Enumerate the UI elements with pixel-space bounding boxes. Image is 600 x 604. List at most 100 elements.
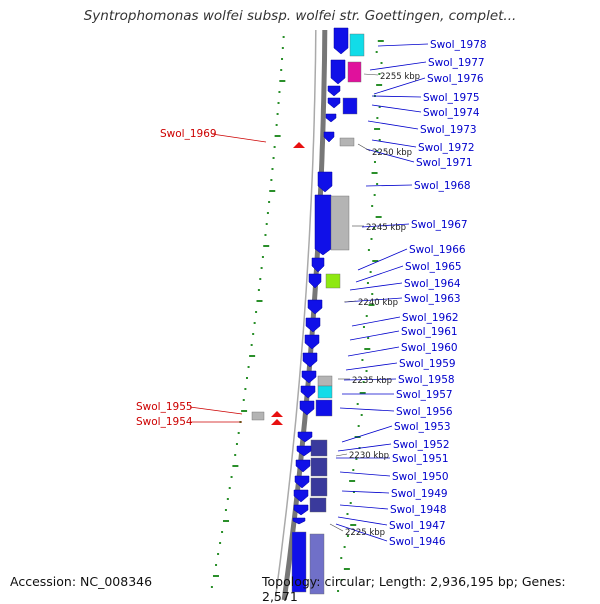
label-leader: [351, 316, 401, 327]
gc-dot: [273, 146, 276, 148]
label-leader: [211, 133, 267, 143]
gc-dot: [232, 465, 239, 467]
highlight-gene: [271, 419, 283, 425]
gene-label[interactable]: Swol_1973: [420, 124, 477, 136]
gc-dot: [242, 399, 245, 401]
gc-dot: [365, 370, 368, 372]
gc-dot: [343, 546, 346, 548]
gene-track: [251, 27, 365, 595]
gc-dot: [367, 337, 370, 339]
gc-dot: [255, 311, 258, 313]
gc-dot: [264, 234, 267, 236]
label-leader: [339, 471, 391, 477]
gc-dot: [217, 553, 220, 555]
gc-dot: [376, 117, 379, 119]
gene-label[interactable]: Swol_1976: [427, 73, 484, 85]
gc-dot: [237, 432, 240, 434]
gc-dot: [373, 161, 376, 163]
gc-dot: [378, 106, 381, 108]
gc-dot: [269, 190, 276, 192]
gene-label-highlight[interactable]: Swol_1954: [136, 416, 193, 428]
gc-dot: [270, 179, 273, 181]
gc-dot: [371, 293, 374, 295]
gene-label[interactable]: Swol_1966: [409, 244, 466, 256]
gene-label[interactable]: Swol_1957: [396, 389, 453, 401]
gene-label[interactable]: Swol_1977: [428, 57, 485, 69]
gene-labels: Swol_1978 Swol_1977 Swol_1976 Swol_1975 Swol…: [136, 39, 487, 548]
gene-label[interactable]: Swol_1967: [411, 219, 468, 231]
gc-dot: [369, 271, 372, 273]
gc-dot: [349, 480, 356, 482]
gene-arrow: [294, 475, 310, 489]
gc-dot: [374, 128, 381, 130]
gene-arrow: [308, 273, 322, 289]
label-leader: [371, 139, 417, 148]
gene-arrow: [311, 257, 325, 273]
gene-label[interactable]: Swol_1953: [394, 421, 451, 433]
gc-dot: [362, 381, 365, 383]
gc-dot: [281, 47, 284, 49]
gene-arrow: [296, 445, 312, 457]
gc-dot: [249, 355, 256, 357]
gene-block: [317, 375, 333, 387]
gene-label[interactable]: Swol_1950: [392, 471, 449, 483]
gene-label[interactable]: Swol_1964: [404, 278, 461, 290]
accession-text: Accession: NC_008346: [10, 574, 153, 589]
gc-dot: [265, 223, 268, 225]
gene-arrow: [293, 504, 309, 516]
scale-label: 2255 kbp: [380, 72, 420, 82]
scale-tick: [335, 453, 348, 457]
gene-label[interactable]: Swol_1974: [423, 107, 480, 119]
gc-dot: [376, 150, 379, 152]
gc-dot: [278, 91, 281, 93]
gc-dot: [349, 502, 352, 504]
gene-label[interactable]: Swol_1971: [416, 157, 473, 169]
gene-arrow: [314, 194, 332, 256]
gene-arrow: [317, 171, 333, 193]
gene-label[interactable]: Swol_1960: [401, 342, 458, 354]
gene-label[interactable]: Swol_1962: [402, 312, 459, 324]
gene-label[interactable]: Swol_1947: [389, 520, 446, 532]
scale-label: 2225 kbp: [345, 528, 385, 538]
gc-dot: [371, 205, 374, 207]
gene-label[interactable]: Swol_1958: [398, 374, 455, 386]
gene-label[interactable]: Swol_1959: [399, 358, 456, 370]
scale-tick: [343, 300, 357, 303]
gene-label[interactable]: Swol_1952: [393, 439, 450, 451]
gc-dot: [376, 84, 383, 86]
label-leader: [189, 406, 243, 415]
label-leader: [343, 378, 397, 381]
gc-dot: [235, 443, 238, 445]
label-leader: [367, 120, 419, 130]
label-leader: [339, 504, 389, 510]
label-leader: [341, 425, 393, 443]
label-leader: [335, 523, 388, 542]
gene-label-highlight[interactable]: Swol_1955: [136, 401, 193, 413]
gene-label[interactable]: Swol_1949: [391, 488, 448, 500]
scale-label: 2240 kbp: [358, 298, 398, 308]
gene-label[interactable]: Swol_1978: [430, 39, 487, 51]
gc-dot: [266, 212, 269, 214]
gene-label[interactable]: Swol_1972: [418, 142, 475, 154]
gene-label[interactable]: Swol_1963: [404, 293, 461, 305]
gene-label[interactable]: Swol_1968: [414, 180, 471, 192]
gene-label[interactable]: Swol_1946: [389, 536, 446, 548]
label-leader: [349, 282, 403, 291]
gene-label[interactable]: Swol_1948: [390, 504, 447, 516]
gc-dot: [280, 69, 283, 71]
gene-label[interactable]: Swol_1965: [405, 261, 462, 273]
scale-label: 2230 kbp: [349, 451, 389, 461]
gene-label[interactable]: Swol_1956: [396, 406, 453, 418]
gc-dot: [375, 216, 382, 218]
gene-label-highlight[interactable]: Swol_1969: [160, 128, 217, 140]
gc-dot: [210, 586, 213, 588]
gene-label[interactable]: Swol_1961: [401, 326, 458, 338]
label-leader: [365, 148, 415, 163]
gc-dot: [346, 535, 349, 537]
gc-dot: [361, 359, 364, 361]
label-leader: [349, 330, 400, 341]
gc-dot: [224, 509, 227, 511]
gene-label[interactable]: Swol_1951: [392, 453, 449, 465]
gene-label[interactable]: Swol_1975: [423, 92, 480, 104]
